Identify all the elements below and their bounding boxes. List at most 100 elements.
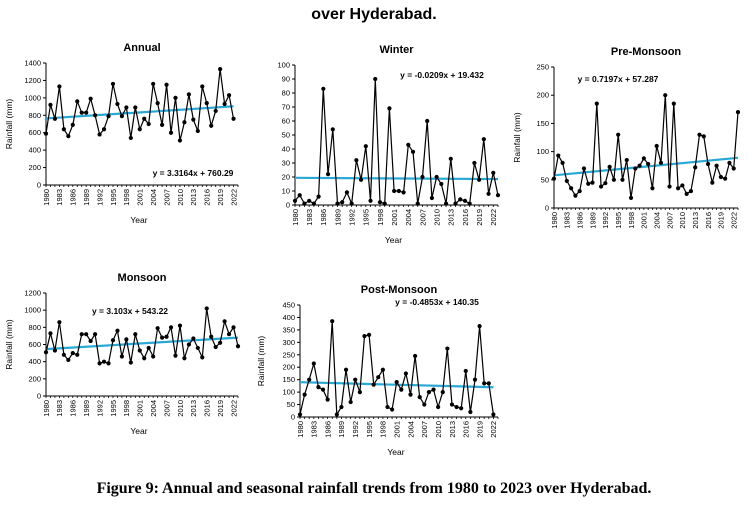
x-tick-label: 1998 (379, 421, 388, 438)
data-point (297, 412, 303, 417)
x-tick-label: 2004 (149, 400, 158, 417)
x-tick-label: 1986 (323, 421, 332, 438)
data-point (434, 174, 439, 180)
data-point (222, 101, 227, 107)
data-point (226, 93, 232, 98)
data-point (431, 387, 436, 392)
data-point (182, 120, 187, 125)
x-tick-label: 1998 (627, 212, 636, 229)
data-point (133, 105, 138, 110)
monsoon-rainfall-chart: Monsoon 0 200 400 600 800 1000 1200 1980 1983 1986… (4, 272, 241, 436)
data-point (66, 134, 71, 139)
x-tick-label: 1998 (122, 400, 131, 417)
data-point (413, 353, 418, 359)
series-line (45, 308, 239, 365)
data-point (334, 412, 339, 417)
data-point (491, 170, 496, 175)
data-point (348, 399, 353, 405)
y-tick-label: 40 (282, 145, 290, 154)
data-point (142, 116, 147, 121)
data-point (611, 177, 617, 182)
data-point (146, 121, 151, 127)
page-title: over Hyderabad. (311, 6, 437, 23)
data-point (316, 385, 321, 390)
y-tick-label: 150 (282, 375, 295, 384)
data-point (425, 118, 430, 124)
x-tick-label: 2016 (203, 400, 212, 417)
y-tick-label: 400 (282, 313, 295, 322)
data-point (357, 390, 362, 395)
data-point (168, 130, 174, 135)
y-tick-label: 150 (536, 119, 549, 128)
data-point (173, 353, 178, 358)
data-point (186, 342, 191, 347)
data-point (705, 161, 711, 167)
data-point (701, 134, 706, 139)
data-point (182, 356, 187, 361)
data-point (392, 188, 397, 194)
data-point (426, 390, 432, 395)
x-tick-label: 1995 (109, 400, 118, 417)
data-point (675, 186, 681, 191)
data-point (186, 92, 191, 97)
x-tick-label: 2019 (216, 189, 225, 206)
data-point (417, 394, 422, 400)
y-tick-label: 400 (28, 146, 41, 155)
data-point (590, 180, 595, 185)
data-point (213, 344, 218, 350)
y-tick-label: 200 (282, 363, 295, 372)
data-point (408, 392, 413, 397)
chart-title: Post-Monsoon (361, 284, 438, 296)
data-point (462, 198, 468, 203)
data-point (204, 306, 209, 311)
data-point (343, 367, 349, 372)
x-tick-label: 1983 (55, 400, 64, 417)
data-point (491, 412, 496, 417)
y-tick-label: 0 (291, 413, 295, 422)
x-tick-label: 2013 (447, 209, 456, 226)
data-point (573, 193, 578, 198)
x-tick-label: 2001 (390, 209, 399, 226)
data-point (354, 158, 359, 163)
x-tick-label: 2001 (136, 189, 145, 206)
data-point (607, 164, 612, 169)
x-axis-label: Year (387, 447, 404, 457)
data-point (115, 328, 120, 333)
data-point (330, 127, 335, 132)
x-tick-label: 2016 (704, 212, 713, 229)
y-tick-label: 450 (282, 301, 295, 310)
x-tick-label: 2022 (489, 421, 498, 438)
data-point (376, 375, 381, 380)
data-point (97, 132, 102, 137)
data-point (620, 177, 625, 182)
post-monsoon-rainfall-chart: Post-Monsoon 0 50 100 150 200 250 300 350 400 450 1… (256, 284, 499, 457)
data-point (101, 359, 107, 364)
trend-equation: y = 3.3164x + 760.29 (153, 168, 234, 178)
data-point (302, 201, 307, 206)
data-point (191, 336, 196, 341)
data-point (680, 183, 685, 188)
series-line (553, 95, 739, 198)
data-point (142, 356, 147, 361)
x-tick-label: 2016 (462, 421, 471, 438)
x-tick-label: 2010 (678, 212, 687, 229)
y-tick-label: 800 (28, 323, 41, 332)
x-tick-label: 2007 (162, 189, 171, 206)
data-point (693, 165, 698, 170)
x-tick-label: 1989 (588, 212, 597, 229)
x-tick-label: 1992 (601, 212, 610, 229)
y-axis-label: Rainfall (mm) (4, 319, 14, 370)
y-tick-label: 200 (28, 163, 41, 172)
trend-line (45, 105, 234, 120)
data-point (137, 127, 142, 132)
data-point (335, 201, 340, 206)
x-tick-label: 2022 (489, 209, 498, 226)
data-point (723, 176, 728, 181)
data-point (463, 368, 468, 374)
data-point (200, 355, 205, 360)
data-point (330, 319, 335, 324)
x-tick-label: 1995 (362, 209, 371, 226)
data-point (97, 361, 102, 366)
x-tick-label: 2019 (475, 421, 484, 438)
data-point (344, 190, 350, 195)
